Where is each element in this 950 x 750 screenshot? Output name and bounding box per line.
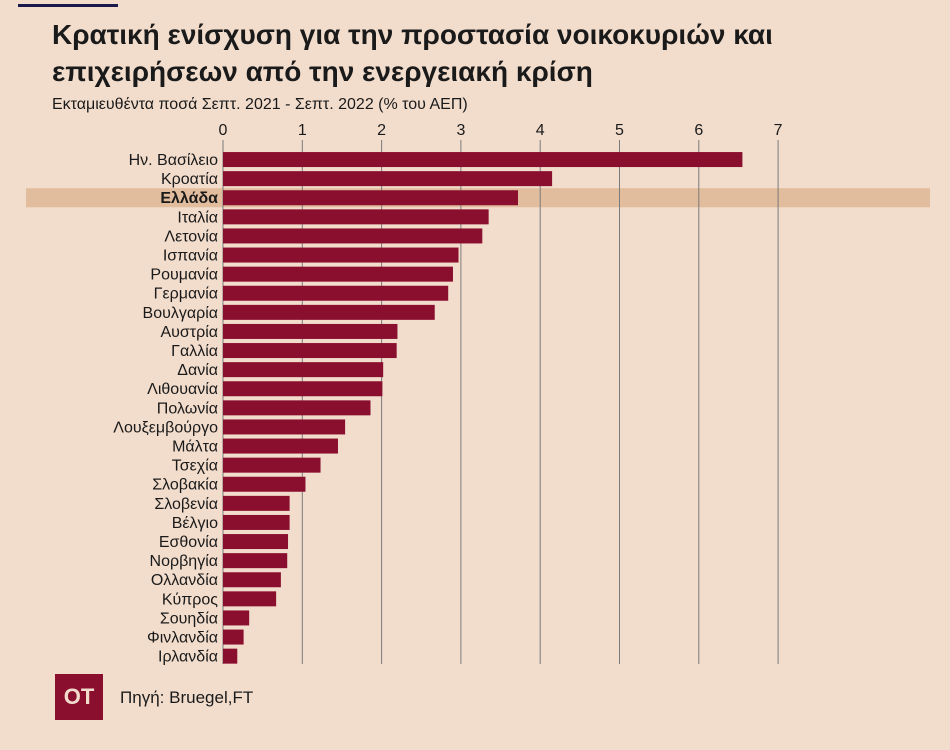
category-label: Λουξεμβούργο <box>113 419 218 436</box>
category-label: Κροατία <box>161 171 218 188</box>
category-label: Ολλανδία <box>151 572 218 589</box>
category-label: Μάλτα <box>172 439 218 456</box>
x-tick-label: 6 <box>694 122 703 139</box>
top-rule <box>18 4 118 7</box>
bar <box>223 553 288 569</box>
category-label: Κύπρος <box>162 591 218 608</box>
category-label: Ισπανία <box>163 248 218 265</box>
x-tick-label: 0 <box>219 122 228 139</box>
bar <box>223 209 489 225</box>
category-label: Σλοβενία <box>154 496 218 513</box>
category-label: Τσεχία <box>172 458 218 475</box>
bar <box>223 362 384 378</box>
category-label: Σουηδία <box>160 610 218 627</box>
category-label: Νορβηγία <box>150 553 218 570</box>
x-tick-label: 4 <box>536 122 545 139</box>
bar <box>223 419 346 435</box>
bar <box>223 381 383 397</box>
category-label: Γαλλία <box>171 343 218 360</box>
bar <box>223 438 338 454</box>
category-label: Βέλγιο <box>172 515 218 532</box>
category-label: Ιταλία <box>177 209 218 226</box>
bar <box>223 304 435 320</box>
bar <box>223 266 453 282</box>
category-label: Ιρλανδία <box>158 649 218 666</box>
bar <box>223 610 250 626</box>
category-label: Αυστρία <box>160 324 218 341</box>
x-tick-label: 7 <box>774 122 783 139</box>
bar <box>223 343 397 359</box>
category-label: Εσθονία <box>159 534 218 551</box>
chart-subtitle: Εκταμιευθέντα ποσά Σεπτ. 2021 - Σεπτ. 20… <box>52 96 468 113</box>
bar <box>223 514 290 530</box>
source-note: Πηγή: Bruegel,FT <box>120 688 254 707</box>
category-label: Σλοβακία <box>152 477 218 494</box>
category-label: Δανία <box>177 362 218 379</box>
category-label: Λιθουανία <box>147 381 218 398</box>
bar <box>223 534 289 550</box>
bar <box>223 591 277 607</box>
category-label: Ρουμανία <box>150 267 218 284</box>
category-label: Λετονία <box>164 228 218 245</box>
x-tick-label: 2 <box>377 122 386 139</box>
bar <box>223 285 449 301</box>
category-label: Φινλανδία <box>147 630 218 647</box>
bar <box>223 247 459 263</box>
bar <box>223 572 281 588</box>
bar <box>223 190 518 206</box>
bar <box>223 152 743 168</box>
bar <box>223 495 290 511</box>
bar <box>223 648 238 664</box>
bar <box>223 400 371 416</box>
category-label: Γερμανία <box>154 286 218 303</box>
ot-logo: OT <box>55 674 103 720</box>
category-label: Ην. Βασίλειο <box>129 152 218 169</box>
bar <box>223 476 306 492</box>
bar <box>223 457 321 473</box>
category-label: Ελλάδα <box>160 190 218 207</box>
bar <box>223 323 398 339</box>
x-tick-label: 5 <box>615 122 624 139</box>
category-label: Πολωνία <box>157 400 218 417</box>
bar-chart: 0 1 2 3 4 5 6 7 Ην. Βασίλειο Κροατία Ελλάδα Ιταλία Λ… <box>26 122 930 666</box>
bar <box>223 629 244 645</box>
bar <box>223 171 553 187</box>
category-label: Βουλγαρία <box>143 305 218 322</box>
x-tick-label: 3 <box>456 122 465 139</box>
chart-title: Κρατική ενίσχυση για την προστασία νοικο… <box>52 19 773 87</box>
x-tick-label: 1 <box>298 122 307 139</box>
bar <box>223 228 483 244</box>
